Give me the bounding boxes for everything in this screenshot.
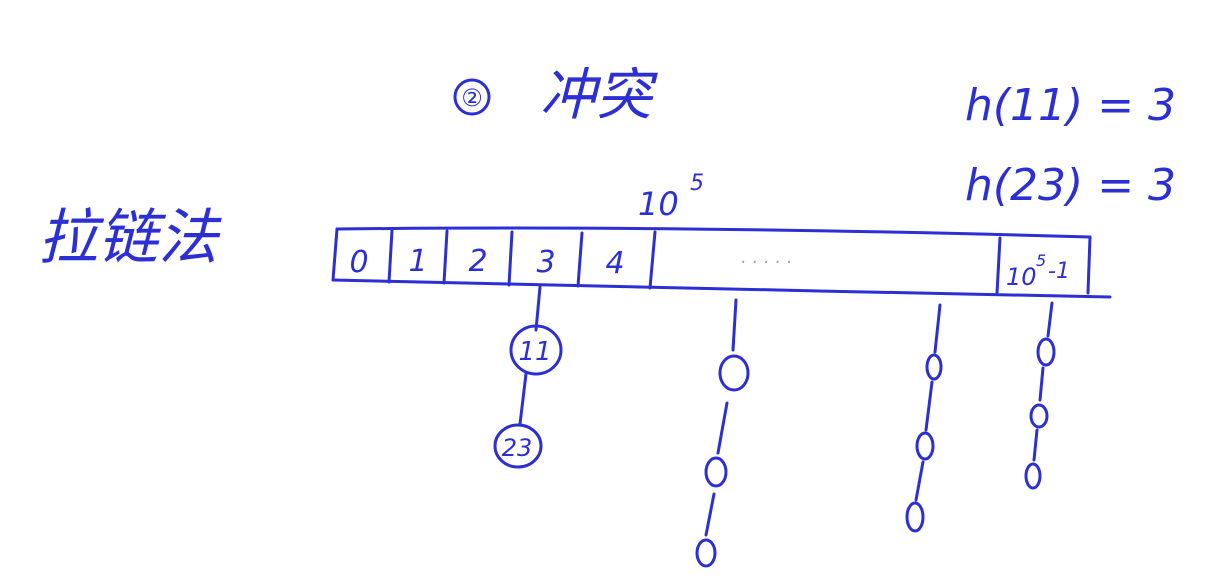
heading: ② 冲突 bbox=[453, 63, 658, 128]
chain-node bbox=[509, 324, 563, 376]
hash-examples: h(11) = 3 h(23) = 3 bbox=[965, 80, 1176, 211]
array-last-cell-exp: 5 bbox=[1036, 251, 1046, 270]
heading-number: ② bbox=[461, 84, 483, 112]
top-annotation: 10 5 bbox=[638, 171, 704, 223]
chain-right bbox=[905, 303, 943, 533]
chain-node bbox=[695, 538, 717, 568]
array-divider bbox=[576, 231, 584, 288]
method-label: 拉链法 bbox=[38, 203, 222, 273]
chain-node bbox=[493, 423, 543, 469]
array-bottom-edge bbox=[331, 278, 1112, 299]
array-divider bbox=[442, 229, 449, 285]
chain-node-label: 23 bbox=[502, 434, 533, 462]
chain-node bbox=[704, 456, 728, 488]
chain-node bbox=[1024, 462, 1042, 490]
chain-node bbox=[915, 431, 935, 461]
chain-link bbox=[924, 380, 934, 432]
chain-node bbox=[1036, 337, 1056, 367]
array-last-cell-suffix: -1 bbox=[1048, 259, 1070, 284]
chain-link bbox=[534, 285, 542, 332]
array-cell-3: 3 bbox=[536, 245, 555, 280]
chain-bucket-last bbox=[1024, 301, 1056, 490]
heading-text: 冲突 bbox=[540, 63, 658, 128]
chain-link bbox=[518, 372, 528, 426]
array-ellipsis: · · · · · bbox=[740, 252, 792, 273]
array-cell-0: 0 bbox=[349, 245, 368, 280]
chain-bucket-3: 11 23 bbox=[493, 285, 563, 469]
chain-link bbox=[1038, 366, 1045, 402]
chain-link bbox=[731, 298, 738, 352]
array-left-edge bbox=[331, 227, 339, 282]
chain-node bbox=[925, 353, 943, 381]
chain-node bbox=[905, 501, 925, 533]
array-divider bbox=[387, 228, 394, 284]
chain-link bbox=[933, 303, 942, 354]
chain-node-label: 11 bbox=[518, 337, 551, 367]
hash-example-1: h(11) = 3 bbox=[965, 80, 1176, 131]
hash-example-2: h(23) = 3 bbox=[965, 160, 1176, 211]
array-divider bbox=[507, 230, 514, 287]
top-annotation-base: 10 bbox=[638, 185, 679, 223]
array: 0 1 2 3 4 · · · · · 10 5 -1 bbox=[331, 226, 1112, 299]
array-divider bbox=[648, 230, 657, 290]
chain-node bbox=[1029, 403, 1049, 429]
array-cell-2: 2 bbox=[468, 244, 487, 279]
array-divider bbox=[995, 236, 1002, 295]
chain-node bbox=[718, 354, 750, 392]
chain-link bbox=[704, 492, 716, 537]
top-annotation-exp: 5 bbox=[690, 171, 704, 196]
array-last-cell-base: 10 bbox=[1006, 263, 1037, 291]
array-cell-1: 1 bbox=[408, 244, 427, 279]
array-cell-4: 4 bbox=[605, 246, 624, 281]
chain-link bbox=[716, 401, 729, 455]
array-top-edge bbox=[335, 226, 1092, 239]
array-right-edge bbox=[1086, 235, 1092, 295]
chain-link bbox=[1046, 301, 1054, 338]
chain-link bbox=[1032, 428, 1039, 462]
chain-middle bbox=[695, 298, 750, 568]
chain-link bbox=[914, 460, 925, 502]
heading-number-circle bbox=[453, 78, 491, 116]
